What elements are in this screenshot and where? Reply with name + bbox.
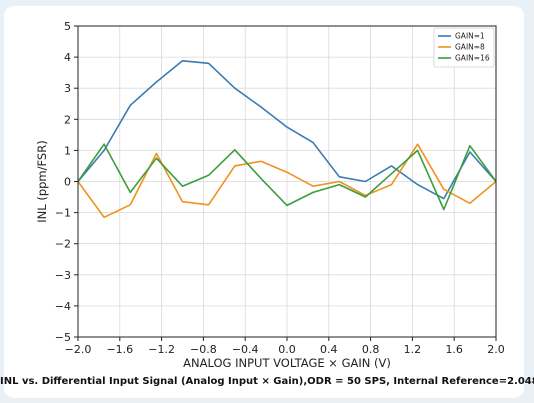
x-tick-label: −0.4 [232,343,259,356]
y-tick-label: 0 [64,176,71,189]
legend-label: GAIN=8 [455,43,485,52]
chart-card [4,6,524,398]
y-tick-label: −2 [55,238,71,251]
y-tick-label: 2 [64,113,71,126]
x-tick-label: −1.6 [106,343,133,356]
grid-lines [77,25,497,338]
x-tick-label: −1.2 [148,343,175,356]
y-tick-label: −3 [55,269,71,282]
figure-caption: INL vs. Differential Input Signal (Analo… [0,376,534,387]
series-line-3 [77,143,497,211]
legend-label: GAIN=16 [455,54,490,63]
x-tick-label: −2.0 [65,343,92,356]
x-tick-label: 0.4 [320,343,338,356]
x-tick-label: 0.8 [362,343,380,356]
y-axis-title: INL (ppm/FSR) [35,140,49,222]
x-tick-label: 1.2 [404,343,422,356]
x-tick-label: 0.0 [278,343,296,356]
series-line-1 [77,59,497,200]
x-axis-ticks: −2.0 −1.6 −1.2 −0.8 −0.4 0.0 0.4 0.8 1.2 1.6 2.0 [65,337,505,356]
x-tick-label: −0.8 [190,343,217,356]
y-tick-label: 5 [64,20,71,33]
series-lines [77,59,497,219]
y-tick-label: −1 [55,207,71,220]
x-tick-label: 1.6 [445,343,463,356]
x-axis-title: ANALOG INPUT VOLTAGE × GAIN (V) [183,356,391,370]
y-axis-ticks: −5 −4 −3 −2 −1 0 1 2 3 4 5 [55,20,78,344]
y-tick-label: 4 [64,51,71,64]
legend-label: GAIN=1 [455,32,485,41]
y-tick-label: −4 [55,300,71,313]
y-tick-label: 1 [64,144,71,157]
y-tick-label: 3 [64,82,71,95]
x-tick-label: 2.0 [487,343,505,356]
legend: GAIN=1 GAIN=8 GAIN=16 [433,27,495,68]
y-tick-label: −5 [55,331,71,344]
